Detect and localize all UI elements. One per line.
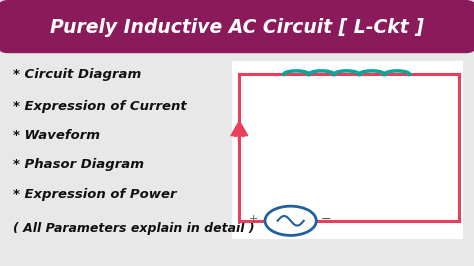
- Polygon shape: [231, 121, 248, 136]
- Text: * Circuit Diagram: * Circuit Diagram: [13, 68, 141, 81]
- Text: * Phasor Diagram: * Phasor Diagram: [13, 159, 144, 171]
- FancyBboxPatch shape: [0, 0, 474, 53]
- Text: −: −: [320, 213, 331, 226]
- Text: +: +: [249, 214, 258, 225]
- Circle shape: [265, 206, 316, 235]
- FancyBboxPatch shape: [232, 61, 463, 239]
- Text: * Expression of Current: * Expression of Current: [13, 100, 187, 113]
- Text: Purely Inductive AC Circuit [ L-Ckt ]: Purely Inductive AC Circuit [ L-Ckt ]: [50, 18, 424, 38]
- Text: ( All Parameters explain in detail ): ( All Parameters explain in detail ): [13, 222, 255, 235]
- Text: * Waveform: * Waveform: [13, 129, 100, 142]
- Text: * Expression of Power: * Expression of Power: [13, 188, 176, 201]
